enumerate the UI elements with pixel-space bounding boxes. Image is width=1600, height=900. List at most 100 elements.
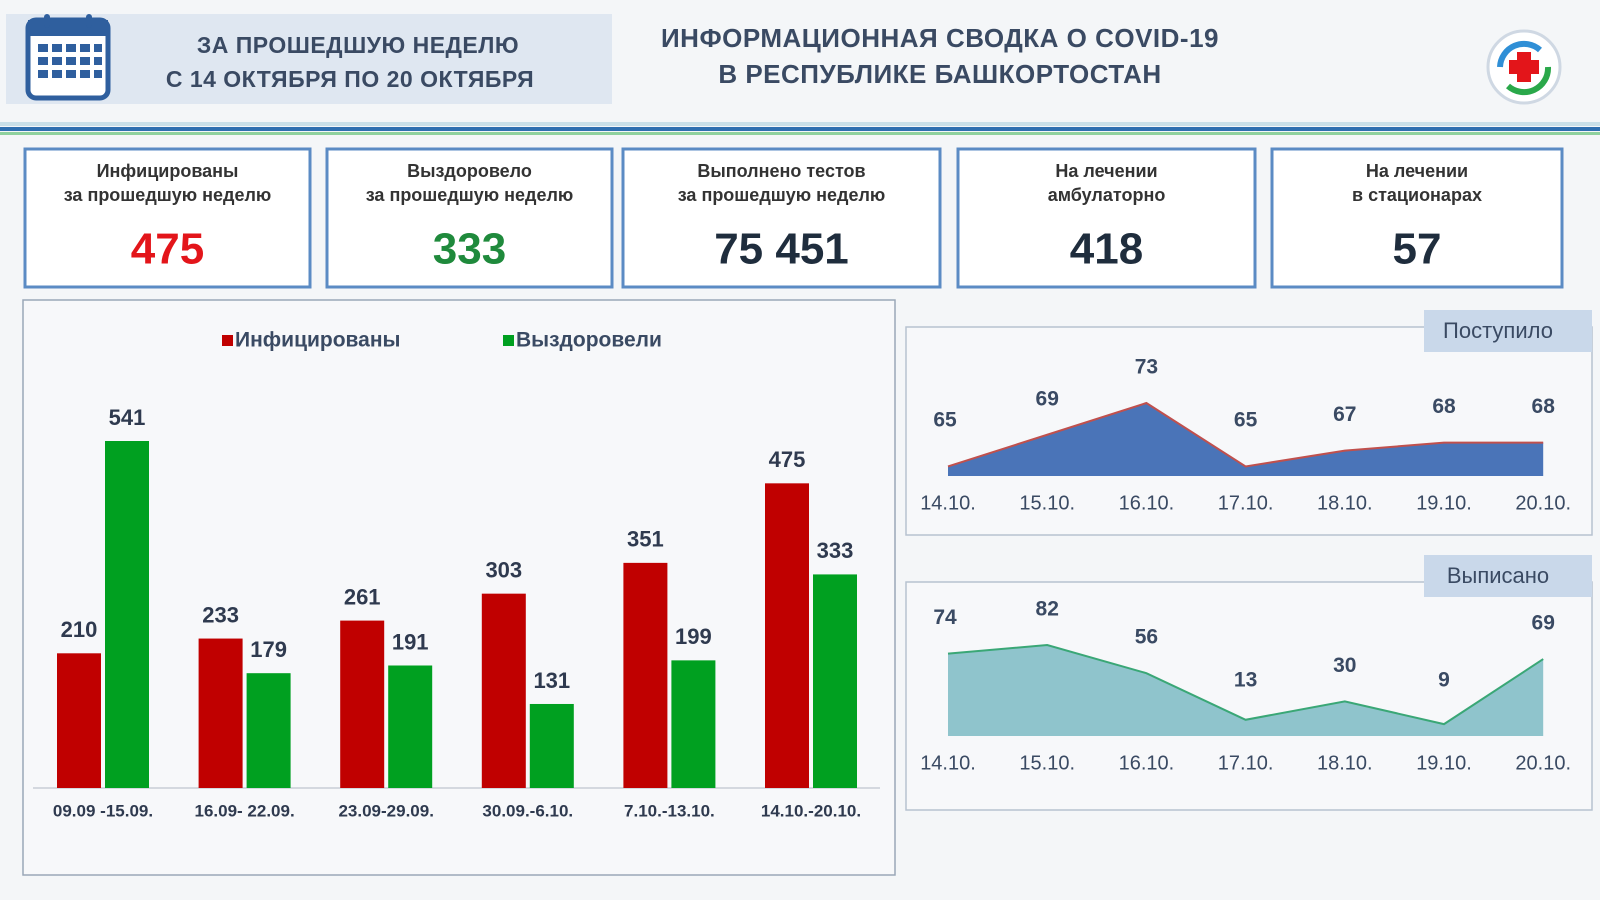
legend-swatch (503, 335, 514, 346)
x-tick-label: 20.10. (1515, 752, 1571, 774)
bar-value-label: 541 (109, 405, 146, 430)
card-value: 75 451 (714, 225, 849, 274)
bar-panel (22, 299, 896, 876)
x-tick-label: 15.10. (1019, 492, 1075, 514)
value-label: 69 (1036, 387, 1059, 410)
card-label: Инфицированы (97, 161, 239, 181)
card-label: Выздоровело (407, 161, 532, 181)
bar (623, 562, 668, 788)
bar-value-label: 233 (202, 602, 239, 627)
x-tick-label: 16.10. (1119, 492, 1175, 514)
x-tick-label: 7.10.-13.10. (624, 801, 715, 820)
bar-value-label: 475 (769, 447, 806, 472)
bar-value-label: 210 (61, 617, 98, 642)
bar-value-label: 261 (344, 584, 381, 609)
period-line: С 14 ОКТЯБРЯ ПО 20 ОКТЯБРЯ (166, 66, 534, 92)
bar-value-label: 303 (485, 557, 522, 582)
bar (198, 638, 243, 788)
x-tick-label: 23.09-29.09. (338, 801, 433, 820)
x-tick-label: 15.10. (1019, 752, 1075, 774)
value-label: 13 (1234, 669, 1257, 692)
bar (388, 665, 433, 788)
chart-title: Поступило (1443, 318, 1553, 343)
x-tick-label: 14.10. (920, 492, 976, 514)
title-line: В РЕСПУБЛИКЕ БАШКОРТОСТАН (718, 59, 1161, 89)
value-label: 67 (1333, 403, 1356, 426)
value-label: 68 (1432, 395, 1456, 418)
value-label: 65 (933, 409, 957, 432)
value-label: 9 (1438, 669, 1450, 692)
card-label: за прошедшую неделю (366, 185, 574, 205)
x-tick-label: 19.10. (1416, 492, 1472, 514)
legend-swatch (222, 335, 233, 346)
chart-title: Выписано (1447, 563, 1549, 588)
value-label: 56 (1135, 626, 1158, 649)
x-tick-label: 09.09 -15.09. (53, 801, 153, 820)
x-tick-label: 14.10. (920, 752, 976, 774)
bar (671, 660, 716, 788)
period-line: ЗА ПРОШЕДШУЮ НЕДЕЛЮ (197, 32, 519, 58)
x-tick-label: 19.10. (1416, 752, 1472, 774)
bar (765, 483, 809, 788)
card-label: за прошедшую неделю (678, 185, 886, 205)
value-label: 74 (933, 606, 957, 629)
value-label: 65 (1234, 409, 1258, 432)
bar-value-label: 351 (627, 527, 664, 552)
card-value: 333 (433, 225, 506, 274)
bar (57, 653, 101, 788)
stat-card (621, 147, 942, 289)
card-label: Выполнено тестов (697, 161, 865, 181)
stat-card (325, 147, 614, 289)
bar (529, 703, 574, 788)
area-line (947, 401, 1544, 468)
calendar-icon (25, 14, 111, 101)
x-tick-label: 17.10. (1218, 492, 1274, 514)
bar (340, 620, 385, 788)
x-tick-label: 18.10. (1317, 492, 1373, 514)
title-line: ИНФОРМАЦИОННАЯ СВОДКА О COVID-19 (661, 23, 1219, 53)
bar-value-label: 131 (533, 668, 570, 693)
legend-label: Выздоровели (516, 329, 662, 352)
x-tick-label: 17.10. (1218, 752, 1274, 774)
value-label: 73 (1135, 356, 1158, 379)
chart-tab (1424, 555, 1592, 597)
stat-card (956, 147, 1257, 289)
card-label: за прошедшую неделю (64, 185, 272, 205)
value-label: 69 (1532, 612, 1555, 635)
bar (813, 574, 857, 788)
area-panel (905, 326, 1593, 536)
x-tick-label: 16.09- 22.09. (194, 801, 294, 820)
card-value: 57 (1393, 225, 1442, 274)
bar-value-label: 179 (250, 637, 287, 662)
legend-label: Инфицированы (235, 329, 400, 352)
bar-value-label: 199 (675, 624, 712, 649)
divider (0, 127, 1600, 131)
divider (0, 122, 1600, 126)
stat-card (23, 147, 312, 289)
value-label: 82 (1036, 598, 1059, 621)
area (948, 403, 1544, 476)
bar (105, 441, 149, 788)
logo (1486, 29, 1562, 105)
card-label: На лечении (1366, 161, 1468, 181)
divider (0, 132, 1600, 135)
bar (481, 593, 526, 788)
bar-value-label: 191 (392, 629, 429, 654)
value-label: 68 (1532, 395, 1556, 418)
x-tick-label: 30.09.-6.10. (482, 801, 573, 820)
card-label: На лечении (1055, 161, 1157, 181)
bar-value-label: 333 (817, 538, 854, 563)
area-line (947, 643, 1544, 726)
stat-card (1270, 147, 1564, 289)
card-label: в стационарах (1352, 185, 1482, 205)
card-label: амбулаторно (1048, 185, 1166, 205)
x-tick-label: 18.10. (1317, 752, 1373, 774)
x-tick-label: 16.10. (1119, 752, 1175, 774)
value-label: 30 (1333, 654, 1356, 677)
x-tick-label: 20.10. (1515, 492, 1571, 514)
chart-tab (1424, 310, 1592, 352)
bar (246, 673, 291, 788)
card-value: 418 (1070, 225, 1143, 274)
x-tick-label: 14.10.-20.10. (761, 801, 861, 820)
